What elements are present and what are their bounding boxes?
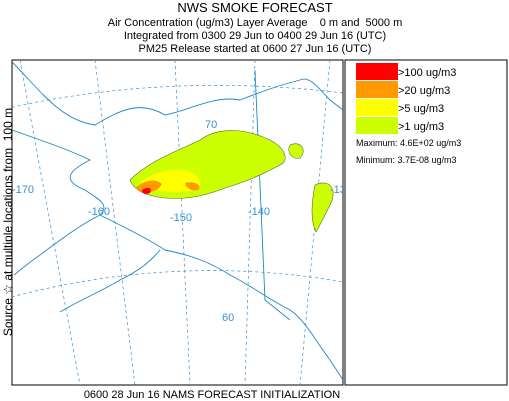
graticule — [244, 60, 256, 385]
title: NWS SMOKE FORECAST — [177, 0, 332, 15]
graticule — [19, 60, 81, 385]
legend-label: >1 ug/m3 — [398, 121, 444, 133]
graticule-label: -170 — [12, 184, 34, 196]
subtitle: PM25 Release started at 0600 27 Jun 16 (… — [139, 43, 372, 55]
graticule-label: 60 — [222, 312, 234, 324]
subtitle: Integrated from 0300 29 Jun to 0400 29 J… — [124, 30, 386, 42]
minimum: Minimum: 3.7E-08 ug/m3 — [356, 155, 457, 165]
graticule-label: -130 — [330, 184, 352, 196]
smoke-plume — [129, 130, 334, 233]
graticule — [12, 85, 343, 108]
maximum: Maximum: 4.6E+02 ug/m3 — [356, 138, 461, 148]
smoke-plume — [135, 180, 200, 193]
legend-swatch — [356, 99, 398, 116]
graticule — [12, 270, 343, 298]
graticule-label: -160 — [88, 206, 110, 218]
map: 70 -170 -160 -150 -140 -130 60 — [12, 60, 352, 385]
legend-swatch — [356, 81, 398, 98]
legend: >100 ug/m3 >20 ug/m3 >5 ug/m3 >1 ug/m3 — [356, 63, 456, 134]
coastline — [12, 61, 343, 381]
graticule-label: -140 — [248, 206, 270, 218]
legend-label: >5 ug/m3 — [398, 103, 444, 115]
subtitle: Air Concentration (ug/m3) Layer Average … — [108, 17, 403, 29]
legend-label: >100 ug/m3 — [398, 67, 456, 79]
smoke-plume — [142, 187, 151, 194]
legend-swatch — [356, 63, 398, 80]
graticule-label: -150 — [170, 212, 192, 224]
graticule-label: 70 — [205, 119, 217, 131]
footer: 0600 28 Jun 16 NAMS FORECAST INITIALIZAT… — [84, 389, 340, 401]
graticule — [174, 60, 191, 385]
legend-label: >20 ug/m3 — [398, 85, 450, 97]
legend-swatch — [356, 117, 398, 134]
